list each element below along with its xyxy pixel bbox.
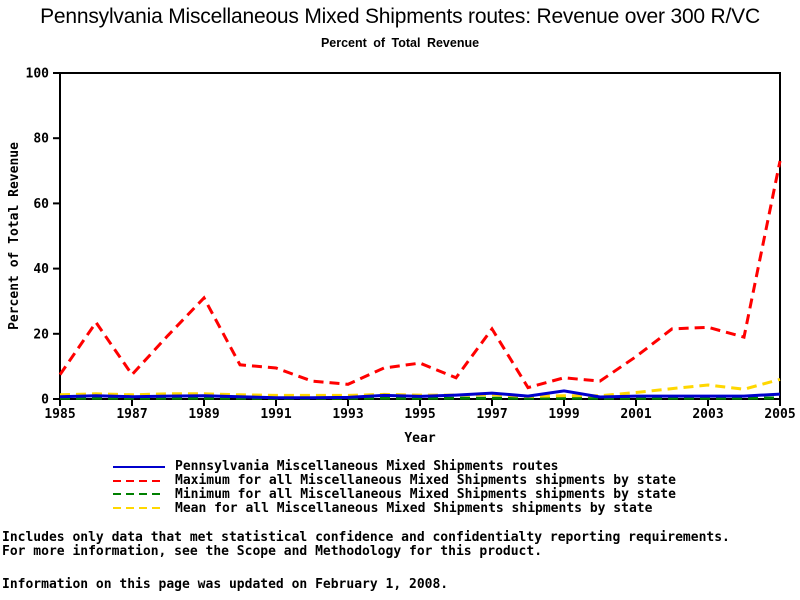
x-axis-tick-label: 1991 bbox=[260, 407, 291, 422]
footer-note-line: For more information, see the Scope and … bbox=[2, 543, 543, 559]
x-axis-tick-label: 1985 bbox=[44, 407, 75, 422]
x-axis-tick-label: 1993 bbox=[332, 407, 363, 422]
y-axis-tick-label: 0 bbox=[41, 393, 49, 408]
chart-title: Pennsylvania Miscellaneous Mixed Shipmen… bbox=[40, 5, 760, 28]
x-axis-title: Year bbox=[404, 431, 435, 446]
chart-subtitle: Percent of Total Revenue bbox=[320, 36, 480, 50]
y-axis-tick-label: 60 bbox=[33, 197, 49, 212]
footer-note-line: Includes only data that met statistical … bbox=[2, 530, 730, 545]
x-axis-tick-label: 1999 bbox=[548, 407, 579, 422]
x-axis-tick-label: 1989 bbox=[188, 407, 219, 422]
legend-label: Maximum for all Miscellaneous Mixed Ship… bbox=[175, 473, 676, 489]
y-axis-tick-label: 40 bbox=[33, 262, 49, 277]
updated-note: Information on this page was updated on … bbox=[2, 577, 449, 592]
series-line-1 bbox=[58, 160, 782, 390]
legend-item: Maximum for all Miscellaneous Mixed Ship… bbox=[113, 473, 676, 489]
legend-item: Minimum for all Miscellaneous Mixed Ship… bbox=[113, 487, 676, 502]
legend-item: Pennsylvania Miscellaneous Mixed Shipmen… bbox=[113, 459, 676, 475]
legend-label: Pennsylvania Miscellaneous Mixed Shipmen… bbox=[175, 459, 559, 475]
legend-item: Mean for all Miscellaneous Mixed Shipmen… bbox=[113, 500, 676, 516]
y-axis-tick-label: 20 bbox=[33, 327, 49, 342]
y-axis-title: Percent of Total Revenue bbox=[7, 142, 22, 330]
legend-line-swatch bbox=[113, 493, 165, 496]
line-chart: 0 20 40 60 80 100 1985 1987 1989 1991 1993 1995 1997… bbox=[7, 67, 796, 447]
x-axis-tick-label: 1995 bbox=[404, 407, 435, 422]
legend-label: Mean for all Miscellaneous Mixed Shipmen… bbox=[175, 500, 653, 516]
series-line-0 bbox=[59, 389, 781, 400]
y-axis-tick-label: 100 bbox=[26, 67, 50, 82]
y-axis-tick-label: 80 bbox=[33, 132, 49, 147]
legend-line-swatch bbox=[113, 465, 165, 468]
x-axis-tick-label: 1987 bbox=[116, 407, 147, 422]
x-axis-tick-label: 2005 bbox=[764, 407, 795, 422]
footer-notes: Includes only data that met statistical … bbox=[2, 531, 730, 558]
x-axis-tick-label: 2003 bbox=[692, 407, 723, 422]
x-axis-tick-label: 1997 bbox=[476, 407, 507, 422]
series-line-3 bbox=[59, 377, 781, 398]
plot-frame bbox=[59, 72, 781, 400]
legend-line-swatch bbox=[113, 479, 165, 482]
chart-legend: Pennsylvania Miscellaneous Mixed Shipmen… bbox=[113, 459, 676, 516]
legend-label: Minimum for all Miscellaneous Mixed Ship… bbox=[175, 487, 676, 502]
x-axis-tick-label: 2001 bbox=[620, 407, 651, 422]
legend-line-swatch bbox=[113, 507, 165, 510]
